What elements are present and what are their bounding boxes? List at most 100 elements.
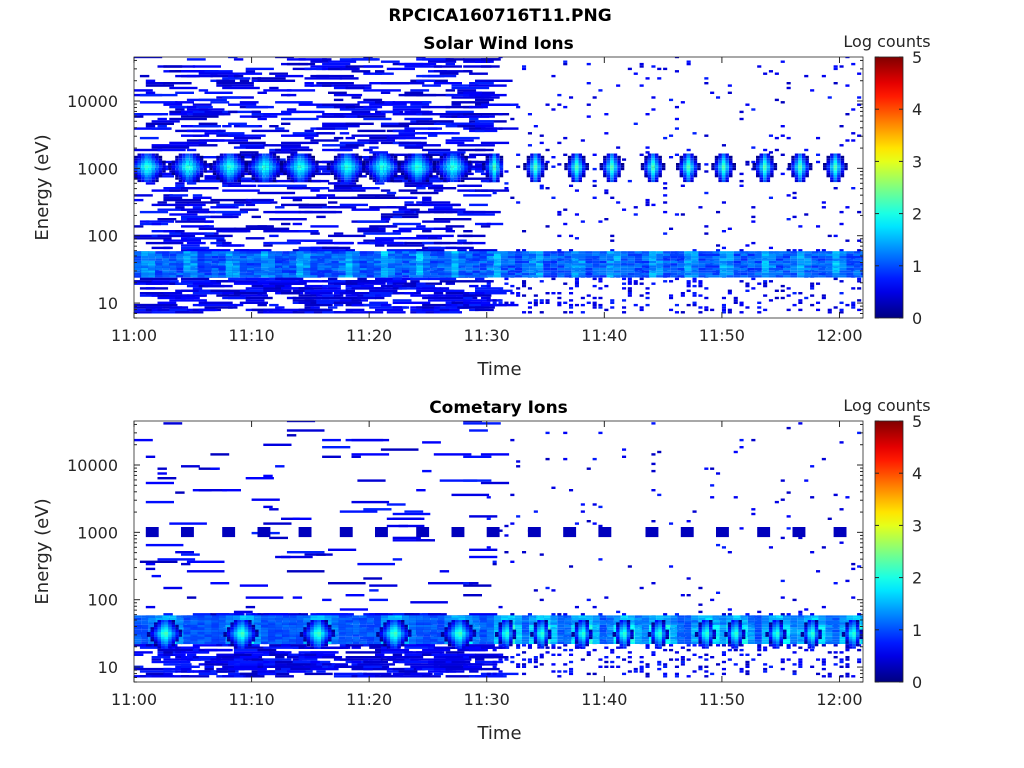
heatmap-cell (465, 260, 473, 264)
heatmap-cell (656, 270, 664, 273)
heatmap-cell (529, 251, 537, 254)
heatmap-cell (131, 173, 135, 175)
heatmap-cell (181, 244, 200, 247)
heatmap-cell (604, 284, 609, 288)
heatmap-cell (790, 260, 798, 264)
heatmap-cell (416, 311, 426, 314)
heatmap-cell (825, 253, 833, 256)
heatmap-cell (230, 158, 234, 161)
heatmap-cell (550, 253, 558, 256)
heatmap-cell (134, 275, 142, 278)
heatmap-cell (423, 265, 431, 268)
heatmap-cell (680, 294, 685, 297)
heatmap-cell (204, 660, 214, 664)
heatmap-cell (634, 265, 642, 268)
heatmap-cell (533, 179, 538, 183)
heatmap-cell (733, 260, 741, 264)
heatmap-cell (422, 132, 460, 135)
heatmap-cell (430, 253, 438, 256)
heatmap-cell (780, 296, 785, 300)
heatmap-cell (627, 272, 635, 276)
heatmap-cell (390, 165, 394, 168)
heatmap-cell (148, 158, 152, 161)
heatmap-cell (763, 158, 767, 161)
heatmap-cell (507, 272, 515, 276)
heatmap-cell (418, 179, 422, 183)
heatmap-cell (537, 170, 541, 173)
heatmap-cell (770, 174, 774, 178)
heatmap-cell (640, 165, 645, 168)
heatmap-cell (530, 172, 534, 175)
heatmap-cell (582, 170, 586, 173)
heatmap-cell (860, 267, 863, 271)
heatmap-cell (705, 270, 713, 273)
heatmap-cell (768, 151, 773, 154)
heatmap-cell (798, 249, 803, 252)
heatmap-cell (155, 270, 163, 273)
heatmap-cell (804, 263, 812, 266)
heatmap-cell (181, 665, 200, 668)
heatmap-cell (569, 287, 574, 290)
heatmap-cell (830, 158, 834, 161)
heatmap-cell (183, 272, 191, 276)
heatmap-cell (340, 170, 345, 173)
heatmap-cell (729, 155, 733, 159)
heatmap-cell (416, 210, 445, 214)
heatmap-cell (218, 263, 226, 266)
heatmap-cell (811, 265, 819, 268)
heatmap-cell (301, 179, 305, 183)
heatmap-cell (686, 160, 691, 163)
heatmap-cell (530, 153, 534, 156)
heatmap-cell (324, 251, 332, 254)
heatmap-cell (598, 303, 603, 307)
heatmap-cell (281, 222, 291, 226)
heatmap-cell (352, 260, 360, 264)
heatmap-cell (721, 153, 726, 156)
heatmap-cell (499, 165, 504, 168)
heatmap-cell (253, 275, 261, 278)
heatmap-cell (333, 241, 353, 245)
heatmap-cell (647, 163, 652, 166)
heatmap-cell (337, 158, 341, 161)
heatmap-cell (144, 177, 149, 180)
heatmap-cell (228, 134, 266, 137)
heatmap-cell (400, 163, 405, 166)
heatmap-cell (301, 170, 305, 173)
heatmap-cell (178, 160, 183, 163)
heatmap-cell (733, 301, 738, 304)
heatmap-cell (210, 215, 239, 219)
heatmap-cell (286, 239, 316, 242)
heatmap-cell (304, 170, 308, 173)
heatmap-cell (486, 258, 494, 261)
heatmap-cell (198, 289, 218, 292)
heatmap-cell (756, 165, 760, 168)
heatmap-cell (656, 267, 664, 271)
heatmap-cell (416, 260, 424, 264)
heatmap-cell (268, 253, 276, 256)
heatmap-cell (839, 256, 847, 259)
heatmap-cell (839, 308, 844, 312)
heatmap-cell (833, 82, 838, 85)
heatmap-cell (197, 270, 205, 273)
heatmap-cell (837, 170, 841, 173)
heatmap-cell (460, 158, 465, 161)
heatmap-cell (237, 158, 241, 161)
heatmap-cell (262, 172, 266, 175)
heatmap-cell (754, 275, 762, 278)
heatmap-cell (465, 263, 473, 266)
heatmap-cell (794, 158, 799, 161)
heatmap-cell (286, 167, 291, 171)
heatmap-cell (845, 139, 850, 142)
heatmap-cell (169, 260, 177, 264)
heatmap-cell (246, 270, 254, 273)
heatmap-cell (228, 57, 238, 59)
heatmap-cell (496, 155, 500, 159)
heatmap-cell (712, 265, 720, 268)
heatmap-cell (610, 153, 614, 156)
heatmap-cell (445, 301, 455, 304)
heatmap-cell (228, 141, 266, 145)
heatmap-cell (279, 163, 284, 166)
heatmap-cell (801, 155, 806, 159)
heatmap-cell (522, 258, 530, 261)
heatmap-cell (486, 275, 494, 278)
